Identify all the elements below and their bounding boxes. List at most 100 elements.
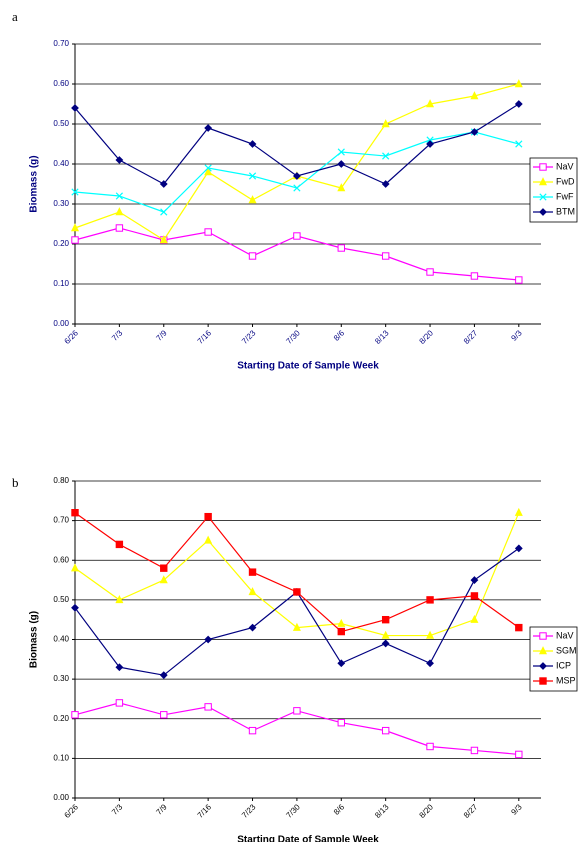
x-tick-label: 7/3 — [110, 802, 125, 817]
point — [515, 140, 523, 148]
point — [381, 119, 390, 128]
line — [74, 547, 520, 676]
point — [515, 276, 523, 284]
point — [381, 615, 390, 624]
y-tick-label: 0.40 — [53, 159, 69, 168]
legend-label: SGM — [556, 645, 577, 655]
legend-label: FwF — [556, 191, 574, 201]
legend-label: ICP — [556, 660, 571, 670]
x-tick-label: 8/20 — [418, 328, 436, 346]
point — [159, 180, 168, 188]
x-tick-label: 7/9 — [154, 802, 169, 817]
point — [515, 623, 523, 632]
line — [74, 512, 520, 637]
point — [470, 614, 479, 623]
y-tick-label: 0.40 — [53, 635, 69, 644]
point — [115, 540, 124, 549]
point — [204, 167, 213, 176]
panel-label: b — [12, 475, 19, 490]
y-tick-label: 0.20 — [53, 239, 69, 248]
point — [514, 507, 523, 516]
point — [337, 627, 345, 636]
point — [248, 140, 257, 148]
point — [381, 726, 390, 735]
point — [159, 235, 168, 244]
legend-label: MSP — [556, 675, 576, 685]
y-tick-label: 0.20 — [53, 714, 69, 723]
point — [538, 177, 548, 186]
x-tick-label: 7/30 — [284, 328, 302, 346]
point — [337, 183, 346, 192]
y-tick-label: 0.10 — [53, 279, 69, 288]
x-tick-label: 9/3 — [509, 802, 524, 817]
legend-label: FwD — [556, 176, 575, 186]
point — [381, 252, 390, 260]
point — [248, 252, 257, 260]
y-tick-label: 0.50 — [53, 595, 69, 604]
point — [292, 622, 301, 631]
point — [248, 195, 257, 204]
point — [514, 100, 523, 108]
y-tick-label: 0.10 — [53, 753, 69, 762]
point — [381, 639, 390, 648]
y-tick-label: 0.60 — [53, 555, 69, 564]
point — [539, 662, 547, 670]
point — [248, 623, 257, 632]
point — [426, 268, 434, 276]
y-tick-label: 0.80 — [53, 476, 69, 485]
point — [382, 152, 390, 160]
point — [470, 91, 479, 100]
point — [204, 635, 213, 644]
legend-label: NaV — [556, 630, 574, 640]
point — [70, 563, 80, 572]
legend-box — [529, 157, 578, 223]
point — [115, 663, 124, 672]
point — [470, 746, 479, 755]
point — [539, 163, 547, 171]
y-tick-label: 0.50 — [53, 119, 69, 128]
legend-label: NaV — [556, 161, 574, 171]
point — [470, 592, 479, 600]
point — [426, 136, 434, 144]
x-tick-label: 7/30 — [284, 802, 302, 820]
point — [470, 128, 479, 136]
point — [159, 575, 168, 584]
line — [74, 83, 519, 241]
y-tick-label: 0.00 — [53, 793, 69, 802]
point — [293, 184, 301, 192]
x-tick-label: 7/23 — [240, 802, 258, 820]
point — [293, 232, 301, 240]
point — [71, 236, 79, 244]
point — [204, 535, 213, 544]
point — [71, 509, 79, 517]
point — [115, 595, 124, 604]
point — [248, 587, 257, 596]
point — [115, 156, 124, 164]
point — [204, 703, 212, 711]
y-tick-label: 0.00 — [53, 319, 69, 328]
x-tick-label: 7/3 — [110, 328, 125, 343]
x-tick-label: 8/13 — [373, 328, 391, 346]
point — [426, 99, 435, 108]
x-tick-label: 7/16 — [196, 802, 214, 820]
point — [204, 512, 212, 521]
point — [337, 244, 345, 252]
point — [514, 544, 523, 553]
point — [538, 646, 548, 655]
point — [248, 172, 257, 180]
point — [115, 699, 124, 707]
point — [204, 164, 212, 172]
point — [337, 148, 345, 156]
point — [115, 207, 124, 216]
line — [74, 512, 520, 633]
x-axis-title: Starting Date of Sample Week — [237, 835, 379, 842]
point — [470, 576, 479, 584]
point — [248, 568, 257, 576]
point — [337, 659, 346, 668]
point — [539, 193, 547, 201]
y-tick-label: 0.70 — [53, 516, 69, 525]
y-tick-label: 0.60 — [53, 79, 69, 88]
y-tick-label: 0.30 — [53, 199, 69, 208]
panel-label: a — [12, 9, 18, 24]
